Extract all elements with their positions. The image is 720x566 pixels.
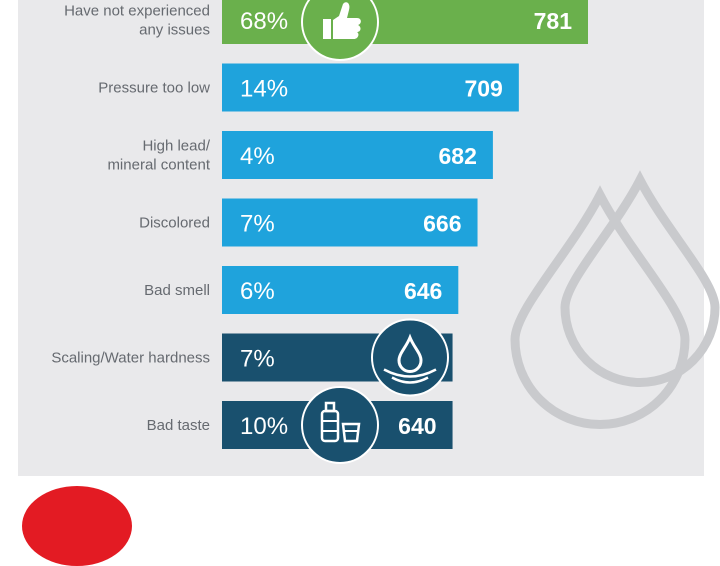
value-label: 646 [404,278,442,304]
bar [222,0,588,44]
percent-label: 7% [240,211,275,238]
bar [222,266,459,314]
value-label: 709 [464,76,502,102]
category-label: Scaling/Water hardness [51,350,210,367]
percent-label: 68% [240,8,288,35]
bar-row: Discolored 7% 666 [139,198,478,247]
category-label: High lead/mineral content [107,138,210,174]
percent-label: 10% [240,413,288,440]
water-drop-outline [560,170,720,387]
category-label: Bad taste [147,417,210,434]
water-bottle-glass-icon [301,386,379,464]
bar-chart: Have not experienced any issues 68% 781 Pres… [51,0,720,464]
percent-label: 6% [240,278,275,305]
bar [222,131,493,179]
bar-row: Bad taste 10% 640 [147,386,453,464]
bar [222,198,478,247]
bar [222,63,519,112]
category-label: Bad smell [144,282,210,299]
bar-row: Bad smell 6% 646 [144,266,459,314]
percent-label: 14% [240,76,288,103]
thumbs-up-icon [301,0,379,61]
percent-label: 7% [240,346,275,373]
value-label: 640 [398,413,436,439]
bar-row: Pressure too low 14% 709 [98,63,519,112]
percent-label: 4% [240,143,275,170]
water-drop-icon [371,318,449,397]
water-drop-outline [510,185,690,429]
value-label: 682 [439,143,477,169]
category-label: Discolored [139,215,210,232]
water-drops-outline-graphic [510,170,720,429]
bar-row: Have not experienced any issues 68% 781 [64,0,588,61]
category-label: Have not experienced any issues [64,3,210,39]
category-label: Pressure too low [98,80,210,97]
bar-row: High lead/mineral content 4% 682 [107,131,493,179]
value-label: 781 [534,8,573,34]
value-label: 666 [423,211,461,237]
